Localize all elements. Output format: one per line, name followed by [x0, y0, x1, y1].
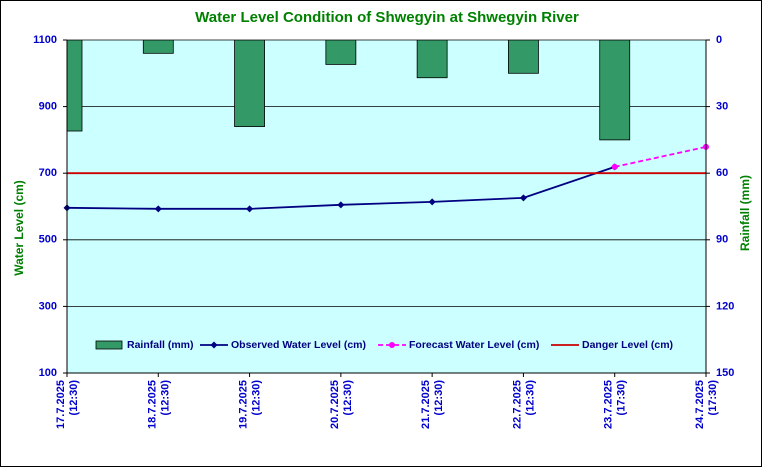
point-marker [246, 205, 254, 213]
y2-tick-label: 150 [716, 367, 734, 379]
point-marker [611, 163, 618, 170]
x-tick-label: 20.7.2025(12:30) [329, 380, 354, 429]
x-tick-line: (17:30) [707, 380, 719, 416]
x-tick-line: 23.7.2025 [603, 380, 615, 429]
x-tick-line: (12:30) [342, 380, 354, 416]
y-tick-label: 300 [39, 300, 57, 312]
x-tick-line: 19.7.2025 [237, 380, 249, 429]
point-marker [428, 198, 436, 206]
y-tick-label: 900 [39, 101, 57, 113]
x-tick-label: 22.7.2025(12:30) [511, 380, 536, 429]
y-tick-label: 500 [39, 234, 57, 246]
x-tick-label: 24.7.2025(17:30) [694, 380, 719, 429]
y2-tick-label: 120 [716, 300, 734, 312]
rainfall-bar [234, 40, 265, 127]
x-tick-line: 17.7.2025 [55, 380, 67, 429]
rainfall-bar [508, 40, 539, 74]
legend-label: Observed Water Level (cm) [231, 339, 366, 351]
point-marker [519, 194, 527, 202]
x-tick-line: 21.7.2025 [420, 380, 432, 429]
rainfall-bar [416, 40, 448, 79]
rainfall-bar [142, 40, 174, 54]
x-tick-label: 19.7.2025(12:30) [237, 380, 262, 429]
x-tick-label: 23.7.2025(17:30) [603, 380, 628, 429]
x-tick-label: 21.7.2025(12:30) [420, 380, 445, 429]
legend-marker [210, 341, 218, 349]
point-marker [154, 205, 162, 213]
x-tick-line: 22.7.2025 [511, 380, 523, 429]
legend-label: Forecast Water Level (cm) [409, 339, 539, 351]
rainfall-bar [67, 40, 83, 132]
point-marker [337, 201, 345, 209]
y2-tick-label: 0 [716, 34, 722, 46]
y2-tick-label: 90 [716, 234, 728, 246]
y2-axis-label: Rainfall (mm) [738, 175, 752, 251]
rainfall-bar [325, 40, 357, 65]
y-axis-label: Water Level (cm) [12, 180, 26, 276]
x-tick-label: 17.7.2025(12:30) [55, 380, 80, 429]
legend-label: Danger Level (cm) [582, 339, 673, 351]
chart-title: Water Level Condition of Shwegyin at Shw… [195, 9, 579, 26]
x-tick-line: 20.7.2025 [329, 380, 341, 429]
x-tick-line: (12:30) [524, 380, 536, 416]
x-tick-line: (12:30) [159, 380, 171, 416]
y2-tick-label: 30 [716, 101, 728, 113]
legend-swatch [95, 340, 123, 350]
x-tick-line: (12:30) [68, 380, 80, 416]
x-tick-line: (12:30) [250, 380, 262, 416]
legend-label: Rainfall (mm) [127, 339, 194, 351]
y-tick-label: 1100 [33, 34, 57, 46]
y2-tick-label: 60 [716, 167, 728, 179]
x-tick-line: (17:30) [616, 380, 628, 416]
rainfall-bar [599, 40, 631, 141]
x-tick-line: 18.7.2025 [146, 380, 158, 429]
legend-marker [389, 342, 395, 348]
x-tick-line: (12:30) [433, 380, 445, 416]
x-tick-line: 24.7.2025 [694, 380, 706, 429]
y-tick-label: 100 [39, 367, 57, 379]
y-tick-label: 700 [39, 167, 57, 179]
x-tick-label: 18.7.2025(12:30) [146, 380, 171, 429]
